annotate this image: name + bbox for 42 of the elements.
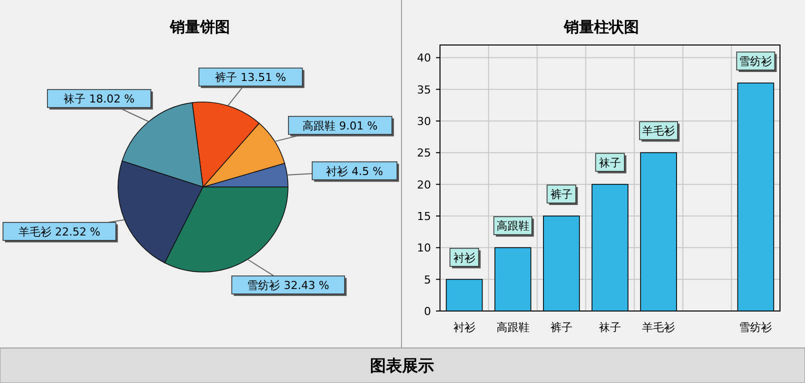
- title: 图表展示: [370, 356, 434, 375]
- annotation: 羊毛衫: [642, 124, 676, 138]
- slice-label: 袜子 18.02 %: [64, 92, 135, 106]
- slice-label: 羊毛衫 22.52 %: [18, 225, 100, 238]
- annotation: 高跟鞋: [496, 220, 530, 233]
- annotation: 衬衫: [450, 248, 481, 268]
- y-tick-label: 30: [417, 115, 431, 128]
- data-label: 裤子 13.51 %: [198, 68, 304, 88]
- annotation: 雪纺衫: [739, 54, 772, 68]
- slice-label: 裤子 13.51 %: [215, 71, 286, 84]
- x-tick-label: 雪纺衫: [739, 321, 772, 334]
- chart-title: 销量饼图: [169, 18, 230, 36]
- data-label: 衬衫 4.5 %: [312, 161, 399, 182]
- y-tick-label: 20: [417, 178, 431, 192]
- x-tick-label: 袜子: [599, 321, 621, 334]
- x-tick-label: 羊毛衫: [642, 321, 676, 334]
- annotation: 袜子: [599, 156, 621, 170]
- annotation: 袜子: [595, 152, 626, 174]
- annotation: 羊毛衫: [639, 121, 680, 142]
- data-label: 羊毛衫 22.52 %: [2, 222, 118, 242]
- slice-label: 衬衫 4.5 %: [326, 164, 384, 178]
- y-tick-label: 25: [417, 146, 431, 160]
- x-tick-label: 衬衫: [453, 321, 476, 334]
- annotation: 裤子: [546, 184, 578, 205]
- x-tick-label: 裤子: [550, 321, 572, 334]
- slice-label: 高跟鞋 9.01 %: [302, 119, 378, 132]
- annotation: 衬衫: [453, 251, 476, 264]
- annotation: 裤子: [550, 188, 572, 201]
- data-label: 袜子 18.02 %: [47, 89, 153, 110]
- y-tick-label: 10: [417, 242, 431, 255]
- y-tick-label: 0: [424, 305, 431, 318]
- annotation: 高跟鞋: [493, 216, 534, 237]
- data-label: 雪纺衫 32.43 %: [231, 276, 347, 296]
- data-label: 高跟鞋 9.01 %: [288, 116, 394, 136]
- y-tick-label: 35: [417, 83, 431, 96]
- annotation: 雪纺衫: [736, 52, 777, 72]
- chart-title: 销量柱状图: [563, 18, 639, 36]
- y-tick-label: 15: [417, 210, 431, 223]
- x-tick-label: 高跟鞋: [496, 321, 530, 334]
- y-tick-label: 40: [417, 52, 431, 65]
- slice-label: 雪纺衫 32.43 %: [247, 278, 330, 292]
- y-tick-label: 5: [424, 273, 431, 286]
